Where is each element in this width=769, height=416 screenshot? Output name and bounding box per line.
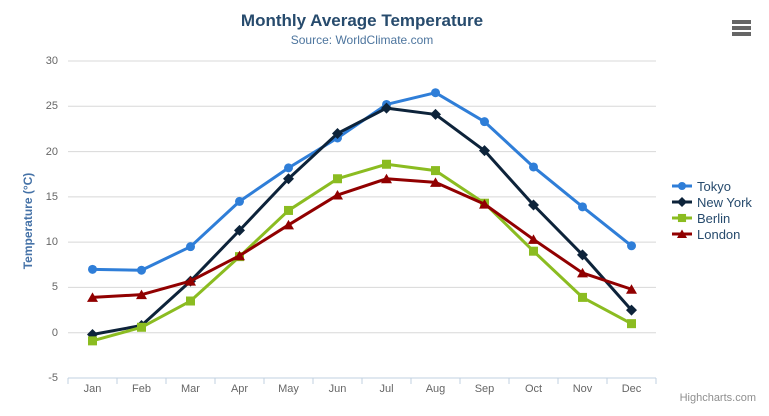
marker-square [382,159,391,169]
series-line [91,162,633,343]
marker-diamond [528,199,539,211]
x-tick-label-jan: Jan [83,383,102,395]
legend-symbol-diamond-icon [672,196,692,208]
marker-circle [137,265,146,275]
legend-symbol-triangle-icon [672,229,692,239]
y-axis-title: Temperature (°C) [21,172,35,270]
marker-square [284,205,293,215]
marker-diamond [381,102,392,114]
marker-square [186,296,195,306]
hamburger-bar [732,20,751,24]
hamburger-bar [732,26,751,30]
legend-symbol-square-icon [672,213,692,223]
y-tick-label-25: 25 [45,100,58,113]
marker-triangle [234,250,245,261]
marker-circle [88,264,97,274]
x-tick-label-aug: Aug [425,383,446,395]
legend-item-new-york[interactable]: New York [672,194,752,210]
marker-circle [627,241,636,251]
y-tick-label-10: 10 [45,236,58,249]
marker-triangle [381,173,392,184]
marker-square [627,319,636,329]
marker-diamond [626,304,637,316]
x-tick-label-mar: Mar [181,383,200,395]
marker-circle [235,196,244,206]
marker-square [677,213,687,223]
marker-circle [677,181,687,191]
legend-label: London [697,226,741,242]
y-tick-label-5: 5 [51,281,58,294]
x-tick-label-dec: Dec [621,383,642,395]
hamburger-menu-icon[interactable] [728,15,756,41]
x-tick-label-jun: Jun [328,383,347,395]
x-tick-label-apr: Apr [230,383,249,395]
legend-item-london[interactable]: London [672,226,752,242]
marker-diamond [577,249,588,261]
marker-triangle [185,276,196,286]
chart-title: Monthly Average Temperature [240,11,484,30]
chart-subtitle: Source: WorldClimate.com [290,33,434,47]
marker-square [529,246,538,256]
legend-symbol-circle-icon [672,181,692,191]
marker-triangle [626,284,637,294]
marker-triangle [430,177,441,187]
marker-circle [529,162,538,172]
highcharts-credit[interactable]: Highcharts.com [679,392,756,404]
x-tick-label-may: May [278,383,299,395]
marker-square [333,174,342,184]
marker-triangle [87,292,98,302]
marker-diamond [479,145,490,157]
marker-circle [431,88,440,98]
marker-triangle [676,229,688,239]
x-tick-label-jul: Jul [379,383,394,395]
marker-square [578,292,587,302]
series-london[interactable] [87,173,637,302]
marker-square [137,322,146,332]
y-tick-label--5: -5 [48,372,58,384]
y-tick-label-30: 30 [45,55,58,67]
legend-item-tokyo[interactable]: Tokyo [672,178,752,194]
marker-diamond [676,196,688,208]
legend: Tokyo New York Berlin London [672,178,752,242]
marker-diamond [283,173,294,185]
marker-triangle [577,267,588,278]
legend-label: Berlin [697,210,731,226]
marker-triangle [479,199,490,209]
y-tick-label-0: 0 [51,326,58,339]
series-line [91,177,633,299]
marker-diamond [332,127,343,139]
legend-label: New York [697,194,752,210]
y-tick-label-20: 20 [45,145,58,158]
marker-triangle [283,219,294,230]
marker-triangle [332,190,343,200]
series-tokyo[interactable] [88,88,636,275]
legend-label: Tokyo [697,178,731,194]
marker-diamond [234,224,245,236]
marker-circle [578,202,587,212]
x-tick-label-oct: Oct [524,383,543,395]
marker-square [431,166,440,176]
marker-triangle [136,289,147,300]
series-new-york[interactable] [87,102,637,341]
marker-circle [186,242,195,252]
marker-circle [480,117,489,127]
x-tick-label-nov: Nov [572,383,593,395]
hamburger-bar [732,32,751,36]
marker-diamond [430,108,441,120]
series-line [91,106,633,337]
x-tick-label-sep: Sep [474,383,495,395]
marker-triangle [528,234,539,244]
y-tick-label-15: 15 [45,190,58,203]
marker-circle [284,163,293,173]
legend-item-berlin[interactable]: Berlin [672,210,752,226]
marker-square [88,336,97,346]
x-tick-label-feb: Feb [132,383,151,395]
